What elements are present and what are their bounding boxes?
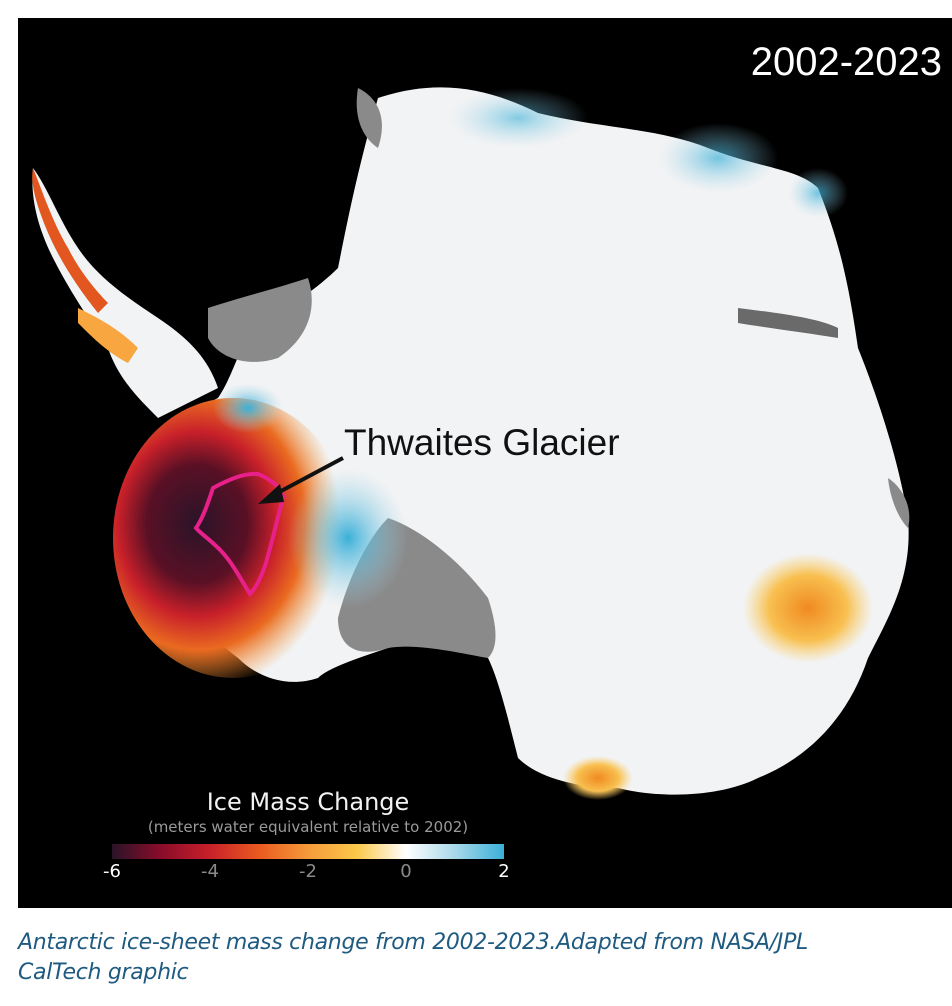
caption-line-1: Antarctic ice-sheet mass change from 200… bbox=[18, 930, 809, 955]
legend-color-bar bbox=[112, 844, 504, 859]
peninsula-shape bbox=[32, 168, 218, 418]
legend-tick: 2 bbox=[498, 861, 510, 882]
legend-ticks: -6 -4 -2 0 2 bbox=[103, 861, 510, 883]
thwaites-outline bbox=[193, 471, 286, 598]
caption-line-2: CalTech graphic bbox=[18, 960, 189, 985]
color-legend: Ice Mass Change (meters water equivalent… bbox=[103, 788, 510, 883]
period-label: 2002-2023 bbox=[750, 40, 942, 84]
legend-tick: -4 bbox=[201, 861, 219, 882]
legend-subtitle: (meters water equivalent relative to 200… bbox=[147, 818, 469, 836]
thwaites-glacier-label: Thwaites Glacier bbox=[344, 422, 620, 463]
map-panel: 2002-2023 Thwaites Glacier Ice Mass Chan… bbox=[18, 18, 952, 908]
legend-tick: -2 bbox=[299, 861, 317, 882]
legend-tick: 0 bbox=[400, 861, 412, 882]
legend-title: Ice Mass Change bbox=[206, 788, 410, 816]
legend-tick: -6 bbox=[103, 861, 121, 882]
figure-caption: Antarctic ice-sheet mass change from 200… bbox=[18, 928, 918, 988]
ronne-ice-shelf bbox=[208, 278, 312, 362]
antarctica-map bbox=[32, 87, 910, 800]
